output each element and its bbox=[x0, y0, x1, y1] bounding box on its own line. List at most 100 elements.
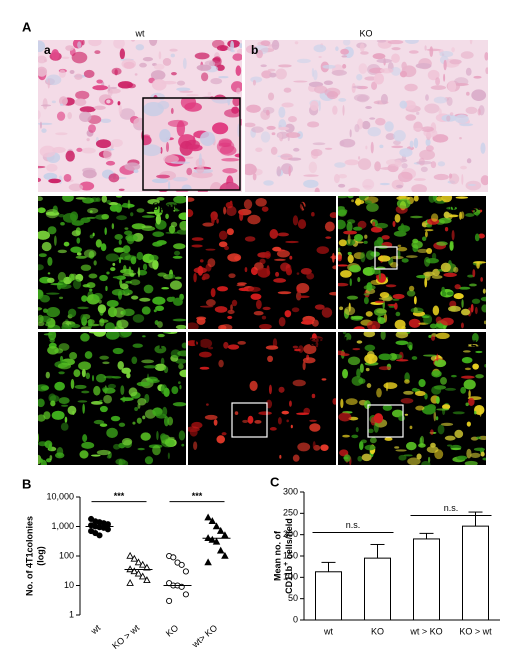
cell bbox=[416, 111, 420, 115]
cell bbox=[400, 223, 405, 232]
cell bbox=[228, 273, 236, 279]
cell bbox=[249, 380, 258, 392]
cell bbox=[356, 241, 364, 244]
cell bbox=[364, 234, 368, 239]
cell bbox=[38, 196, 43, 202]
cell bbox=[220, 324, 233, 329]
x-tick-label: wt bbox=[323, 626, 333, 636]
cell bbox=[261, 70, 273, 79]
cell bbox=[224, 245, 229, 251]
cell bbox=[364, 200, 372, 205]
cell bbox=[338, 219, 346, 230]
cell bbox=[108, 201, 119, 206]
cell bbox=[38, 433, 40, 443]
panel-letter: c bbox=[44, 199, 51, 213]
cell bbox=[179, 90, 194, 93]
cell bbox=[196, 316, 207, 321]
cell bbox=[454, 114, 469, 124]
cell bbox=[473, 75, 482, 79]
cell bbox=[108, 173, 120, 183]
cell bbox=[186, 167, 193, 176]
cell bbox=[50, 283, 64, 286]
cell bbox=[90, 454, 101, 457]
cell bbox=[47, 272, 51, 275]
data-point bbox=[143, 563, 151, 571]
cell bbox=[82, 284, 91, 288]
stain-label: Mac-1 bbox=[299, 199, 332, 213]
cell bbox=[216, 435, 225, 444]
cell bbox=[95, 373, 107, 383]
cell bbox=[112, 276, 122, 279]
cell bbox=[321, 378, 327, 381]
cell bbox=[266, 265, 270, 275]
cell bbox=[251, 126, 264, 133]
cell bbox=[68, 308, 77, 318]
cell bbox=[49, 455, 53, 461]
cell bbox=[298, 345, 304, 353]
cell bbox=[77, 41, 82, 49]
cell bbox=[297, 219, 307, 229]
cell bbox=[431, 213, 439, 222]
cell bbox=[234, 411, 239, 416]
cell bbox=[424, 393, 428, 400]
cell bbox=[152, 445, 161, 456]
cell bbox=[278, 106, 286, 118]
cell bbox=[443, 73, 446, 82]
cell bbox=[106, 455, 112, 459]
data-point bbox=[182, 591, 189, 598]
cell bbox=[471, 298, 481, 304]
cell bbox=[132, 314, 145, 323]
cell bbox=[430, 85, 447, 90]
cell bbox=[472, 208, 481, 216]
cell bbox=[45, 208, 59, 219]
micrograph bbox=[188, 196, 336, 329]
cell bbox=[74, 98, 87, 106]
cell bbox=[236, 87, 241, 95]
cell bbox=[259, 323, 272, 329]
cell bbox=[89, 288, 93, 292]
cell bbox=[57, 271, 67, 283]
cell bbox=[46, 292, 60, 295]
cell bbox=[315, 341, 319, 348]
cell bbox=[268, 384, 272, 395]
cell bbox=[485, 67, 488, 75]
cell bbox=[428, 335, 432, 338]
cell bbox=[349, 129, 352, 138]
cell bbox=[424, 230, 428, 238]
cell bbox=[379, 144, 384, 149]
cell bbox=[265, 109, 270, 116]
cell bbox=[38, 165, 46, 169]
cell bbox=[93, 260, 97, 266]
cell bbox=[158, 51, 162, 60]
cell bbox=[482, 288, 486, 294]
data-point bbox=[204, 513, 212, 521]
cell bbox=[86, 138, 90, 142]
cell bbox=[221, 157, 240, 162]
cell bbox=[407, 341, 413, 349]
cell bbox=[106, 200, 111, 204]
cell bbox=[475, 350, 483, 354]
cell bbox=[208, 346, 214, 350]
data-point bbox=[126, 579, 134, 586]
data-point bbox=[130, 567, 139, 575]
cell bbox=[124, 162, 141, 171]
cell bbox=[178, 212, 186, 220]
cell bbox=[131, 356, 138, 365]
cell bbox=[427, 456, 431, 463]
cell bbox=[272, 246, 282, 252]
cell bbox=[397, 244, 402, 248]
cell bbox=[110, 138, 123, 148]
significance-label: n.s. bbox=[444, 503, 459, 513]
cell bbox=[52, 146, 66, 153]
cell bbox=[96, 449, 111, 456]
cell bbox=[38, 122, 53, 125]
cell bbox=[373, 413, 384, 424]
cell bbox=[443, 325, 447, 329]
cell bbox=[105, 332, 120, 340]
cell bbox=[232, 98, 240, 107]
cell bbox=[480, 277, 483, 282]
cell bbox=[88, 273, 98, 279]
cell bbox=[391, 47, 401, 51]
cell bbox=[45, 371, 50, 379]
cell bbox=[357, 220, 367, 229]
